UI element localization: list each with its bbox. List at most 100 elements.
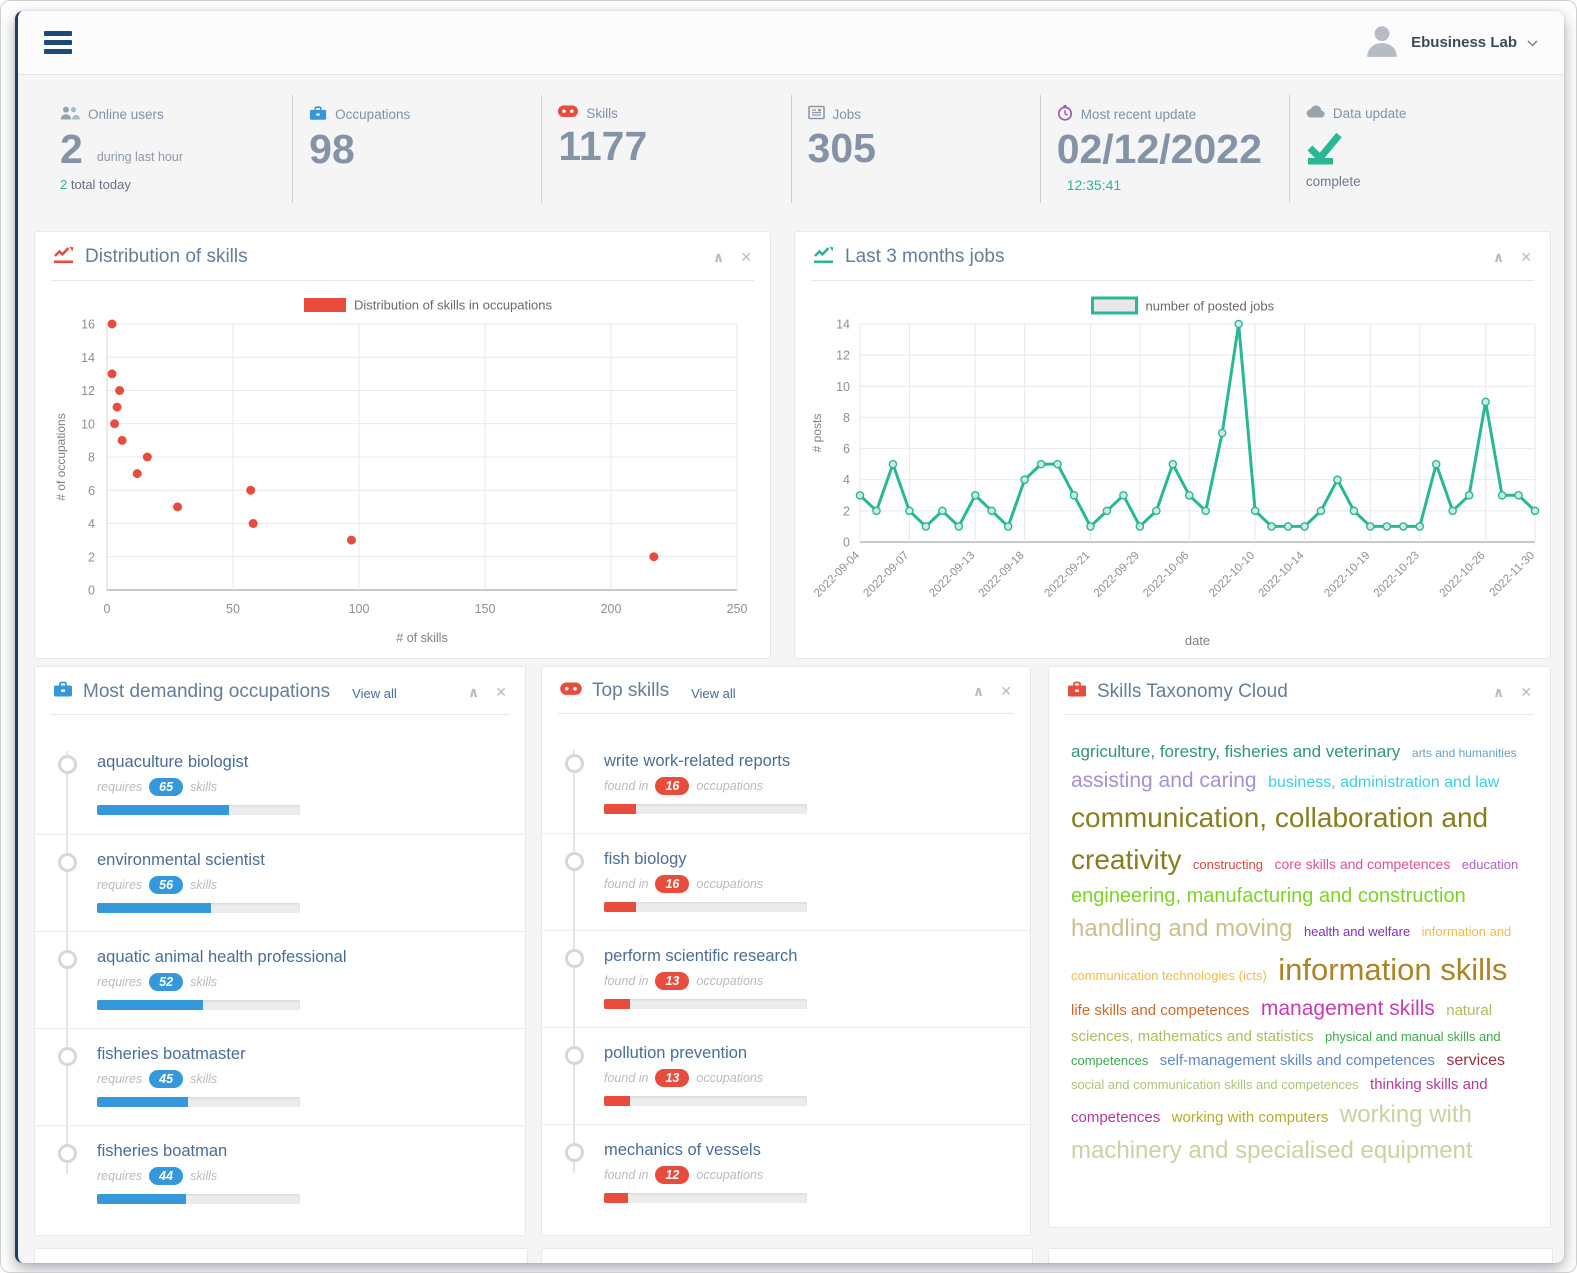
cloud-word[interactable]: health and welfare [1303, 923, 1411, 939]
item-name[interactable]: environmental scientist [97, 851, 265, 869]
stat-occupations: Occupations 98 [292, 95, 541, 204]
cloud-word[interactable]: communication, collaboration and creativ… [1071, 801, 1489, 875]
svg-text:2: 2 [843, 504, 850, 518]
item-name[interactable]: pollution prevention [604, 1044, 748, 1062]
line-chart-icon [53, 245, 75, 269]
cloud-word[interactable]: agriculture, forestry, fisheries and vet… [1071, 742, 1401, 761]
item-name[interactable]: perform scientific research [604, 947, 798, 965]
stat-label-text: Online users [88, 107, 164, 122]
svg-text:# posts: # posts [810, 414, 824, 453]
progress-bar [604, 999, 631, 1009]
stat-label-text: Most recent update [1080, 107, 1197, 122]
list-item: pollution prevention found in 13 occupation… [542, 1027, 1030, 1124]
close-icon[interactable]: ✕ [1520, 249, 1532, 265]
svg-text:6: 6 [88, 484, 95, 498]
cloud-word[interactable]: physical and manual skills and competenc… [1071, 1028, 1501, 1068]
progress-track [97, 1000, 300, 1010]
cloud-word[interactable]: social and communication skills and comp… [1071, 1076, 1359, 1092]
cut-off-panel [34, 1248, 528, 1263]
count-badge: 45 [149, 1070, 184, 1088]
list-item: perform scientific research found in 13 occ… [542, 930, 1030, 1027]
item-meta: found in 16 occupations [604, 777, 764, 795]
item-meta: requires 65 skills [97, 778, 218, 796]
progress-track [604, 999, 807, 1009]
svg-text:2022-09-18: 2022-09-18 [977, 550, 1027, 600]
occupations-list: aquaculture biologist requires 65 skills env… [35, 737, 525, 1222]
close-icon[interactable]: ✕ [740, 249, 752, 265]
timeline-dot [565, 1143, 584, 1162]
cloud-word[interactable]: working with computers [1171, 1108, 1329, 1126]
user-menu[interactable]: Ebusiness Lab [1363, 21, 1538, 64]
timeline-dot [565, 852, 584, 871]
item-name[interactable]: mechanics of vessels [604, 1141, 761, 1159]
newspaper-icon [807, 105, 825, 123]
progress-bar [604, 804, 637, 814]
timeline-dot [565, 754, 584, 773]
stat-update-time: 12:35:41 [1066, 177, 1122, 194]
svg-text:2022-10-14: 2022-10-14 [1257, 549, 1308, 600]
view-all-link[interactable]: View all [352, 686, 397, 701]
cloud-word[interactable]: management skills [1260, 997, 1435, 1020]
check-icon [1306, 131, 1343, 170]
svg-text:4: 4 [88, 517, 95, 531]
cloud-word[interactable]: self-management skills and competences [1159, 1051, 1435, 1069]
cloud-word[interactable]: education [1461, 856, 1519, 872]
collapse-icon[interactable]: ∧ [1492, 683, 1505, 700]
cloud-word[interactable]: information and communication technologi… [1071, 923, 1512, 983]
list-item: fisheries boatman requires 44 skills [35, 1125, 525, 1222]
panel-last-3-months-jobs: Last 3 months jobs ∧ ✕ number of posted … [794, 231, 1551, 659]
panel-title: Last 3 months jobs [845, 246, 1005, 267]
cloud-word[interactable]: constructing [1192, 856, 1264, 872]
line-chart: number of posted jobs 0 2 4 6 8 10 12 14 2022-09-… [810, 296, 1540, 648]
cloud-word[interactable]: information skills [1278, 951, 1508, 987]
cloud-word[interactable]: working with machinery and specialised e… [1071, 1100, 1473, 1164]
close-icon[interactable]: ✕ [1520, 683, 1532, 700]
cloud-word[interactable]: life skills and competences [1071, 1002, 1250, 1019]
cloud-word[interactable]: handling and moving [1071, 914, 1293, 942]
progress-bar [97, 1097, 189, 1107]
progress-bar [97, 1000, 203, 1010]
item-name[interactable]: fish biology [604, 850, 687, 868]
timeline-dot [58, 853, 77, 872]
collapse-icon[interactable]: ∧ [972, 683, 985, 699]
collapse-icon[interactable]: ∧ [467, 683, 480, 700]
cloud-word[interactable]: natural sciences, mathematics and statis… [1071, 1002, 1493, 1045]
stat-most-recent-update: Most recent update 02/12/2022 12:35:41 [1039, 95, 1289, 204]
list-item: aquaculture biologist requires 65 skills [35, 737, 525, 834]
timeline-dot [565, 949, 584, 968]
user-name: Ebusiness Lab [1411, 34, 1517, 51]
menu-toggle-button[interactable] [44, 31, 72, 54]
item-name[interactable]: write work-related reports [604, 752, 791, 770]
count-badge: 44 [149, 1167, 184, 1185]
word-cloud: agriculture, forestry, fisheries and vet… [1049, 715, 1550, 1169]
stat-value: 305 [807, 125, 876, 171]
svg-text:2: 2 [88, 550, 95, 564]
panel-title: Top skills [592, 680, 670, 701]
svg-text:2022-09-21: 2022-09-21 [1043, 550, 1093, 600]
item-name[interactable]: aquaculture biologist [97, 753, 249, 771]
stat-label-text: Occupations [335, 107, 411, 122]
svg-text:4: 4 [843, 473, 850, 487]
line-chart-icon [813, 245, 835, 269]
item-name[interactable]: fisheries boatman [97, 1142, 228, 1160]
close-icon[interactable]: ✕ [1000, 683, 1012, 699]
panel-skills-taxonomy-cloud: Skills Taxonomy Cloud ∧ ✕ agriculture, f… [1048, 666, 1551, 1228]
cloud-word[interactable]: assisting and caring [1071, 769, 1257, 792]
close-icon[interactable]: ✕ [495, 683, 507, 700]
stat-side-text: during last hour [96, 150, 183, 165]
item-name[interactable]: fisheries boatmaster [97, 1045, 246, 1063]
cloud-word[interactable]: engineering, manufacturing and construct… [1071, 884, 1466, 907]
collapse-icon[interactable]: ∧ [1492, 249, 1505, 265]
clock-icon [1057, 105, 1073, 124]
item-name[interactable]: aquatic animal health professional [97, 948, 347, 966]
svg-text:50: 50 [226, 602, 240, 616]
collapse-icon[interactable]: ∧ [712, 249, 725, 265]
cloud-word[interactable]: core skills and competences [1274, 855, 1451, 872]
cloud-word[interactable]: arts and humanities [1411, 746, 1517, 760]
view-all-link[interactable]: View all [691, 685, 736, 701]
cloud-word[interactable]: business, administration and law [1268, 774, 1500, 791]
timeline-dot [58, 1144, 77, 1163]
scatter-chart: Distribution of skills in occupations 0 2 4… [54, 298, 747, 646]
cloud-word[interactable]: services [1446, 1051, 1506, 1069]
cloud-word[interactable]: thinking skills and competences [1071, 1075, 1488, 1126]
